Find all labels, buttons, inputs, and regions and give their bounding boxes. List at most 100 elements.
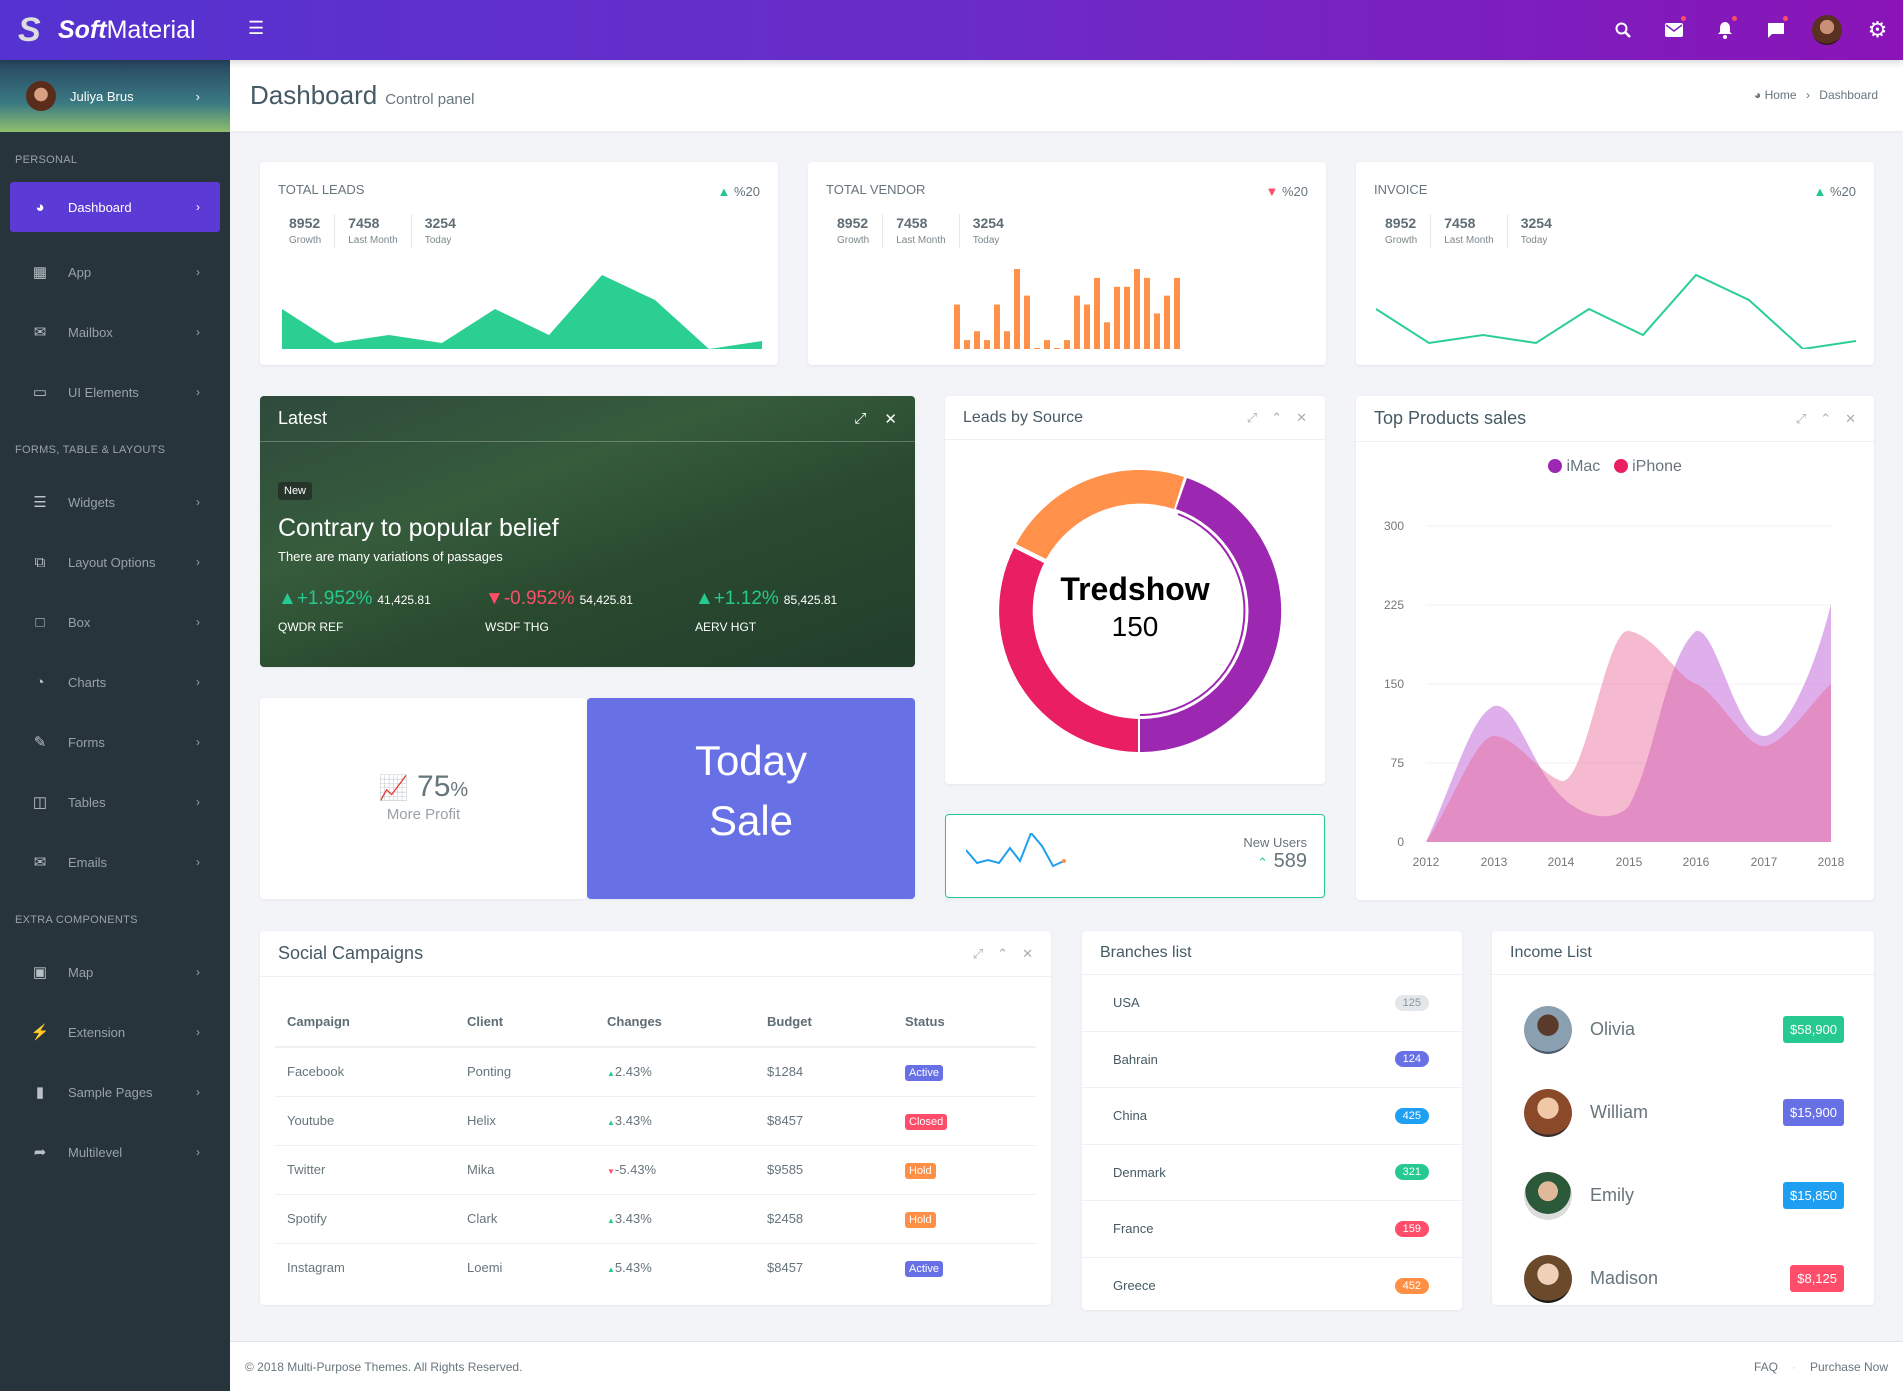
avatar	[1524, 1171, 1572, 1220]
sidebar-item-extension[interactable]: ⚡ Extension ›	[30, 1024, 200, 1041]
table-row[interactable]: Spotify Clark ▲3.43% $2458 Hold	[275, 1194, 1036, 1244]
list-item[interactable]: Bahrain 124	[1082, 1032, 1462, 1088]
close-icon[interactable]: ✕	[1296, 409, 1307, 425]
arrow-up-icon: ⌃	[1257, 855, 1269, 870]
trend-up: ▲ %20	[717, 184, 760, 199]
collapse-icon[interactable]: ⌃	[1820, 410, 1832, 426]
sidebar-item-ui-elements[interactable]: ▭ UI Elements ›	[0, 362, 230, 422]
new-badge: New	[278, 482, 313, 500]
table-row[interactable]: Instagram Loemi ▲5.43% $8457 Active	[275, 1243, 1036, 1292]
sidebar-item-forms[interactable]: ✎ Forms ›	[0, 712, 230, 772]
table-row[interactable]: Twitter Mika ▼-5.43% $9585 Hold	[275, 1145, 1036, 1195]
sidebar-item-mailbox[interactable]: ✉ Mailbox ›	[0, 302, 230, 362]
sidebar-section-title: FORMS, TABLE & LAYOUTS	[15, 444, 166, 456]
brand-logo[interactable]: S Soft Material	[0, 0, 230, 60]
close-icon[interactable]: ✕	[1845, 410, 1856, 426]
status-badge: Hold	[905, 1163, 936, 1179]
chevron-right-icon: ›	[196, 200, 200, 214]
chevron-right-icon: ›	[196, 1085, 200, 1099]
svg-text:300: 300	[1384, 519, 1404, 533]
amount-badge: $58,900	[1783, 1016, 1844, 1043]
chevron-right-icon: ›	[196, 495, 200, 509]
chevron-right-icon: ›	[196, 555, 200, 569]
chevron-right-icon: ›	[195, 88, 200, 104]
sidebar-item-emails[interactable]: ✉ Emails ›	[0, 832, 230, 892]
subheadline: There are many variations of passages	[278, 549, 503, 564]
close-icon[interactable]: ✕	[884, 410, 897, 428]
stat-card-total-vendor: TOTAL VENDOR ▼ %20 8952 Growth 7458 Last M…	[808, 162, 1326, 365]
count-badge: 425	[1394, 1107, 1429, 1124]
today-sale-card[interactable]: Today Sale	[587, 698, 915, 899]
donut-chart	[999, 469, 1282, 753]
card-title: Income List	[1510, 943, 1592, 961]
sidebar-user[interactable]: Juliya Brus ›	[0, 60, 230, 132]
stock-item: ▲+1.12% 85,425.81 AERV HGT	[695, 588, 838, 634]
sidebar-item-charts[interactable]: ◔ Charts ›	[0, 652, 230, 712]
sidebar-item-tables[interactable]: ◫ Tables ›	[0, 772, 230, 832]
chevron-right-icon: ›	[196, 615, 200, 629]
list-item[interactable]: China 425	[1082, 1088, 1462, 1145]
user-avatar[interactable]	[1801, 0, 1852, 60]
sidebar-item-app[interactable]: ▦ App ›	[0, 242, 230, 302]
chevron-right-icon: ›	[196, 855, 200, 869]
expand-icon[interactable]: ⤢	[854, 409, 867, 427]
list-item[interactable]: William $15,900	[1492, 1071, 1874, 1154]
collapse-icon[interactable]: ⌃	[1271, 409, 1283, 425]
list-item[interactable]: Olivia $58,900	[1492, 988, 1874, 1071]
content-header: Dashboard Control panel ◕ Home › Dashboar…	[230, 60, 1903, 131]
sidebar-item-dashboard[interactable]: ◕ Dashboard ›	[10, 182, 220, 232]
chevron-right-icon: ›	[196, 385, 200, 399]
sidebar-item-layout-options[interactable]: ⧉ Layout Options ›	[0, 532, 230, 592]
close-icon[interactable]: ✕	[1022, 945, 1033, 961]
expand-icon[interactable]: ⤢	[1246, 409, 1258, 425]
purchase-link[interactable]: Purchase Now	[1809, 1359, 1888, 1374]
card-title: Branches list	[1100, 943, 1192, 961]
menu-toggle-icon[interactable]: ☰	[248, 18, 265, 38]
expand-icon[interactable]: ⤢	[1795, 410, 1807, 426]
status-badge: Closed	[905, 1114, 948, 1130]
avatar	[1524, 1254, 1572, 1303]
chat-icon[interactable]	[1750, 0, 1801, 60]
list-item[interactable]: Greece 452	[1082, 1258, 1462, 1315]
top-navbar: S Soft Material ☰ ⚙	[0, 0, 1903, 60]
expand-icon[interactable]: ⤢	[972, 945, 984, 961]
gear-icon[interactable]: ⚙	[1867, 17, 1888, 42]
list-item[interactable]: Madison $8,125	[1492, 1237, 1874, 1320]
amount-badge: $15,850	[1783, 1182, 1844, 1209]
chart-legend: iMac iPhone	[1356, 458, 1874, 476]
breadcrumb-home[interactable]: Home	[1764, 88, 1797, 102]
table-row[interactable]: Facebook Ponting ▲2.43% $1284 Active	[275, 1047, 1036, 1097]
campaigns-table: Campaign Client Changes Budget Status Facebo…	[275, 997, 1036, 1292]
bell-icon[interactable]	[1699, 0, 1750, 60]
sidebar-item-map[interactable]: ▣ Map ›	[0, 942, 230, 1002]
plug-icon: ⚡	[30, 1024, 50, 1041]
sidebar-item-multilevel[interactable]: ➦ Multilevel ›	[0, 1122, 230, 1182]
list-item[interactable]: USA 125	[1082, 975, 1462, 1032]
list-item[interactable]: Emily $15,850	[1492, 1154, 1874, 1237]
search-icon[interactable]	[1597, 0, 1648, 60]
sidebar-item-box[interactable]: □ Box ›	[0, 592, 230, 652]
user-avatar	[26, 81, 56, 111]
new-users-sparkline	[966, 833, 1066, 868]
square-icon: □	[35, 613, 45, 631]
collapse-icon[interactable]: ⌃	[997, 945, 1009, 961]
laptop-icon: ▭	[32, 384, 48, 401]
branches-list-card: Branches list USA 125 Bahrain 124 China 425…	[1082, 931, 1462, 1310]
faq-link[interactable]: FAQ	[1753, 1359, 1778, 1374]
invoice-line-chart	[1376, 273, 1856, 349]
sidebar-item-widgets[interactable]: ☰ Widgets ›	[0, 472, 230, 532]
svg-text:2012: 2012	[1413, 855, 1440, 869]
table-row[interactable]: Youtube Helix ▲3.43% $8457 Closed	[275, 1096, 1036, 1146]
sidebar-item-sample-pages[interactable]: ▮ Sample Pages ›	[0, 1062, 230, 1122]
area-chart: 300 225 150 75 0 2012 2013 2014 2015 2016 2017 201…	[1384, 519, 1845, 869]
svg-text:2015: 2015	[1616, 855, 1643, 869]
trend-up: ▲ %20	[1813, 184, 1856, 199]
breadcrumb: ◕ Home › Dashboard	[1753, 88, 1878, 102]
mail-icon[interactable]	[1648, 0, 1699, 60]
grid-icon: ▦	[32, 264, 48, 281]
list-item[interactable]: France 159	[1082, 1201, 1462, 1258]
chevron-right-icon: ›	[196, 735, 200, 749]
avatar	[1524, 1088, 1572, 1137]
stock-item: ▲+1.952% 41,425.81 QWDR REF	[278, 588, 431, 634]
list-item[interactable]: Denmark 321	[1082, 1145, 1462, 1201]
